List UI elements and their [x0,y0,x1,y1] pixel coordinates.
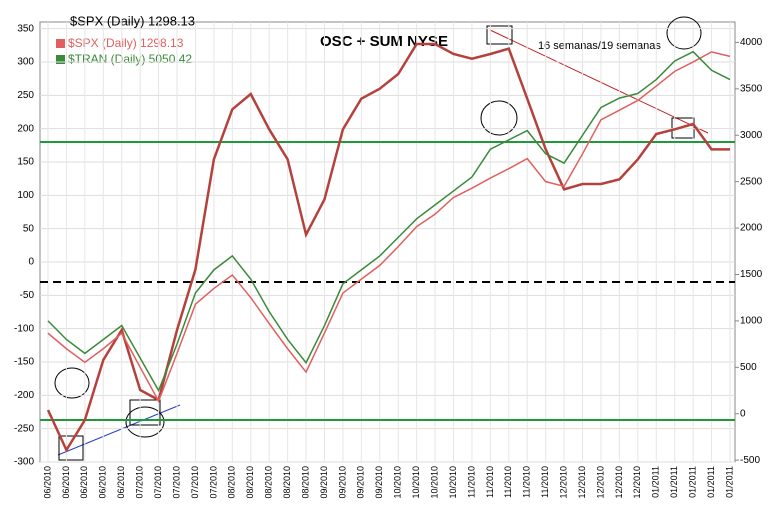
box [671,117,695,139]
x-tick-label: 10/2010 [393,466,403,499]
x-tick-label: 10/2010 [448,466,458,499]
circle [480,100,518,136]
trend-line [489,29,709,134]
y2-tick-label: -500 [740,455,760,466]
x-tick-label: 10/2010 [429,466,439,499]
y2-tick-label: 1000 [740,316,763,327]
legend: $SPX (Daily) 1298.13 $TRAN (Daily) 5050.4… [56,36,192,66]
header-label: $SPX (Daily) 1298.13 [70,13,195,28]
circle [54,367,90,399]
y-tick-label: 200 [17,123,34,134]
x-tick-label: 01/2011 [669,466,679,498]
y-tick-label: -100 [14,323,34,334]
circle [125,406,165,438]
y-tick-label: -300 [14,457,34,468]
x-tick-label: 06/2010 [42,466,52,499]
y2-tick-label: 4000 [740,37,763,48]
annotations [54,16,709,461]
x-tick-label: 10/2010 [411,466,421,499]
x-tick-label: 06/2010 [116,466,126,499]
x-tick-label: 01/2011 [688,466,698,498]
x-tick-label: 06/2010 [79,466,89,499]
x-tick-label: 12/2010 [614,466,624,499]
x-tick-label: 07/2010 [208,466,218,499]
y-tick-label: 150 [17,157,34,168]
y2-tick-label: 500 [740,362,757,373]
y-tick-label: -50 [20,290,35,301]
x-tick-label: 01/2011 [706,466,716,498]
x-tick-label: 08/2010 [264,466,274,499]
y-tick-label: -150 [14,357,34,368]
x-tick-label: 09/2010 [337,466,347,499]
x-tick-label: 09/2010 [374,466,384,499]
x-tick-label: 11/2010 [540,466,550,498]
y2-tick-label: 1500 [740,269,763,280]
x-tick-label: 12/2010 [577,466,587,499]
circle [666,16,702,50]
x-tick-label: 08/2010 [227,466,237,499]
plot-area [39,21,736,463]
x-tick-label: 06/2010 [61,466,71,499]
x-tick-label: 12/2010 [558,466,568,499]
x-tick-label: 08/2010 [245,466,255,499]
x-tick-label: 11/2010 [522,466,532,498]
legend-label: $TRAN (Daily) 5050.42 [68,52,192,66]
y2-tick-label: 0 [740,408,746,419]
x-tick-label: 09/2010 [356,466,366,499]
x-tick-label: 08/2010 [282,466,292,499]
x-tick-label: 08/2010 [300,466,310,499]
series-line [47,51,731,403]
x-tick-label: 07/2010 [153,466,163,499]
y-tick-label: 50 [23,223,35,234]
x-tick-label: 01/2011 [651,466,661,498]
legend-swatch [56,39,65,48]
y-tick-label: 250 [17,90,34,101]
y-tick-label: 100 [17,190,34,201]
box [486,25,513,45]
y2-tick-label: 2500 [740,176,763,187]
legend-label: $SPX (Daily) 1298.13 [68,36,184,50]
y-tick-label: -200 [14,390,34,401]
y2-tick-label: 3000 [740,130,763,141]
x-tick-label: 12/2010 [595,466,605,499]
y2-tick-label: 2000 [740,223,763,234]
x-tick-label: 11/2010 [503,466,513,498]
y-tick-label: -250 [14,423,34,434]
x-tick-label: 01/2011 [724,466,734,498]
chart-title: OSC + SUM NYSE [320,33,448,50]
legend-swatch [56,55,65,64]
y-tick-label: 350 [17,23,34,34]
x-tick-label: 11/2010 [466,466,476,498]
x-tick-label: 12/2010 [632,466,642,499]
x-tick-label: 07/2010 [171,466,181,499]
y-tick-label: 0 [28,257,34,268]
box [58,435,84,461]
series-line [46,42,730,453]
x-tick-label: 07/2010 [190,466,200,499]
x-tick-label: 09/2010 [319,466,329,499]
x-tick-label: 07/2010 [135,466,145,499]
y2-tick-label: 3500 [740,83,763,94]
series-line [47,50,731,393]
y-tick-label: 300 [17,57,34,68]
x-tick-label: 06/2010 [98,466,108,499]
annotation: 16 semanas/19 semanas [538,40,661,52]
x-tick-label: 11/2010 [485,466,495,498]
